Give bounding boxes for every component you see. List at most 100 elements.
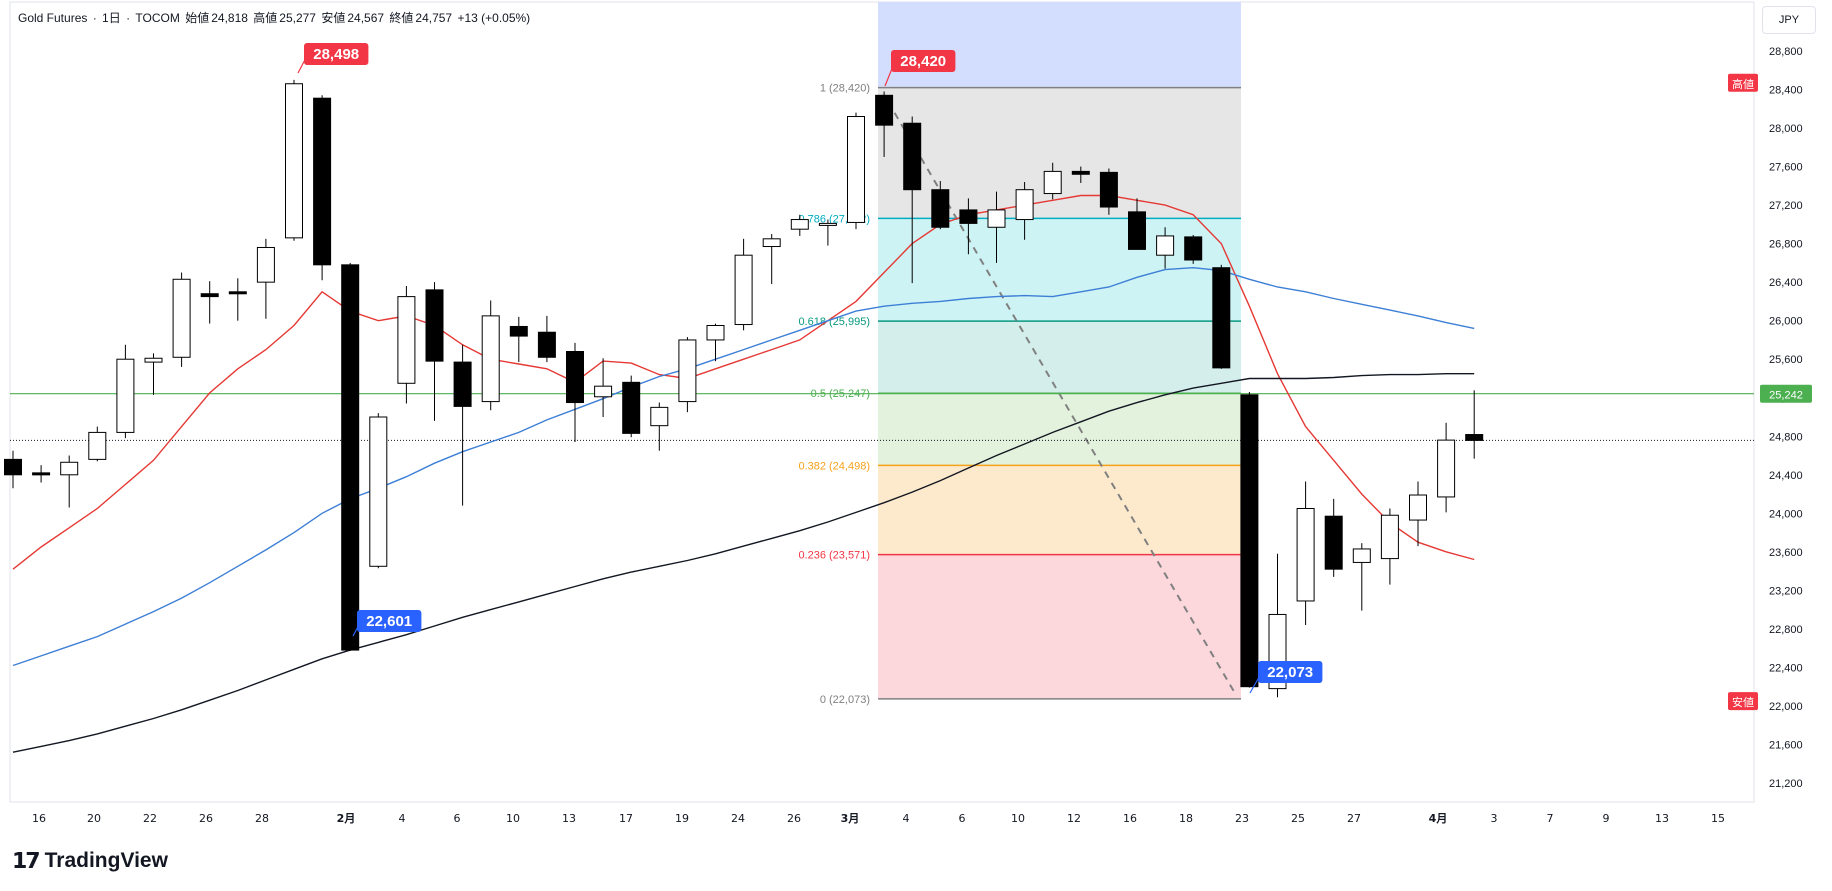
- time-tick-label: 4: [903, 812, 910, 825]
- candle-body: [537, 331, 556, 358]
- candle: [32, 465, 51, 483]
- tradingview-logo[interactable]: 𝟭𝟳 TradingView: [12, 848, 168, 874]
- candle-body: [1380, 514, 1399, 560]
- candle: [818, 219, 837, 246]
- time-tick-label: 10: [506, 812, 520, 825]
- candle: [481, 300, 500, 411]
- candle: [706, 323, 725, 362]
- time-tick-label: 3月: [841, 812, 860, 825]
- candle: [1465, 390, 1484, 459]
- time-tick-label: 15: [1711, 812, 1725, 825]
- candle: [1099, 168, 1118, 215]
- time-tick-label: 6: [959, 812, 966, 825]
- candle-body: [1071, 170, 1090, 175]
- candle: [566, 342, 584, 443]
- candle-body: [1296, 508, 1315, 602]
- symbol-name[interactable]: Gold Futures: [18, 11, 88, 25]
- candle-body: [678, 339, 697, 403]
- fib-zone: [878, 218, 1241, 322]
- price-tick-label: 24,000: [1769, 508, 1803, 520]
- candle: [1409, 481, 1427, 547]
- candle-body: [1156, 235, 1175, 256]
- candle: [172, 272, 191, 367]
- moving-average-line: [12, 373, 1475, 753]
- time-tick-label: 4: [399, 812, 406, 825]
- callout-28498-text: 28,498: [313, 46, 359, 63]
- time-tick-label: 18: [1179, 812, 1193, 825]
- time-tick-label: 4月: [1429, 812, 1448, 825]
- callout-22073-badge: [1258, 661, 1323, 683]
- price-tick-label: 28,800: [1769, 46, 1803, 58]
- candle-body: [481, 315, 500, 403]
- time-tick-label: 23: [1235, 812, 1249, 825]
- candle-body: [818, 222, 837, 226]
- candle: [931, 181, 950, 230]
- candle: [847, 112, 865, 230]
- time-tick-label: 26: [199, 812, 213, 825]
- time-tick-label: 6: [454, 812, 461, 825]
- time-tick-label: 16: [1123, 812, 1137, 825]
- candle-body: [847, 115, 865, 223]
- candle: [313, 95, 332, 281]
- candle-body: [285, 83, 303, 239]
- price-tick-label: 26,000: [1769, 316, 1803, 328]
- brand-name: TradingView: [44, 849, 168, 872]
- candle: [1184, 234, 1203, 264]
- price-tick-label: 21,600: [1769, 739, 1803, 751]
- currency-button[interactable]: JPY: [1762, 6, 1816, 34]
- time-tick-label: 19: [675, 812, 689, 825]
- time-tick-label: 16: [32, 812, 46, 825]
- candle: [1240, 391, 1259, 688]
- candle-body: [1437, 439, 1456, 498]
- horizontal-line-price-text: 25,242: [1769, 390, 1803, 402]
- candle-body: [1324, 515, 1343, 570]
- candle-body: [228, 291, 247, 295]
- candle: [594, 358, 613, 417]
- price-tick-label: 24,800: [1769, 431, 1803, 443]
- fib-trend-line: [887, 101, 1237, 696]
- price-tick-label: 23,600: [1769, 547, 1803, 559]
- price-tick-label: 28,400: [1769, 85, 1803, 97]
- change-value: +13 (+0.05%): [457, 11, 531, 25]
- candle: [397, 286, 416, 404]
- candle: [425, 282, 444, 421]
- candle-body: [1409, 494, 1427, 521]
- time-tick-label: 22: [143, 812, 157, 825]
- interval[interactable]: 1日: [102, 11, 121, 25]
- time-tick-label: 13: [562, 812, 576, 825]
- candle-body: [790, 219, 809, 230]
- price-tick-label: 22,000: [1769, 701, 1803, 713]
- price-tick-label: 27,600: [1769, 162, 1803, 174]
- horizontal-line-price-tag: [1760, 384, 1812, 403]
- candle-body: [875, 94, 894, 126]
- candle-body: [1212, 267, 1231, 369]
- candle-body: [313, 97, 332, 266]
- candle: [369, 413, 388, 569]
- callout-28420-text: 28,420: [900, 53, 946, 70]
- candle: [256, 238, 275, 319]
- candle: [144, 353, 163, 395]
- candle-body: [509, 325, 528, 337]
- fib-level-label: 0.236 (23,571): [798, 550, 870, 562]
- candle: [453, 344, 472, 506]
- candle-body: [594, 385, 613, 398]
- candle: [875, 91, 894, 157]
- time-tick-label: 2月: [337, 812, 356, 825]
- time-tick-label: 28: [255, 812, 269, 825]
- candle: [341, 262, 360, 652]
- candle: [622, 375, 641, 438]
- candle-body: [987, 209, 1006, 228]
- price-tick-label: 28,000: [1769, 123, 1803, 135]
- candle: [959, 198, 978, 255]
- candle: [1015, 181, 1034, 240]
- candle-body: [425, 289, 444, 362]
- header-separator: ·: [122, 11, 134, 25]
- candle-body: [341, 264, 360, 651]
- candle: [200, 281, 219, 324]
- moving-average-line: [12, 194, 1475, 570]
- candle-body: [1352, 548, 1371, 563]
- candle: [678, 337, 697, 413]
- time-tick-label: 12: [1067, 812, 1081, 825]
- candle-body: [903, 122, 922, 191]
